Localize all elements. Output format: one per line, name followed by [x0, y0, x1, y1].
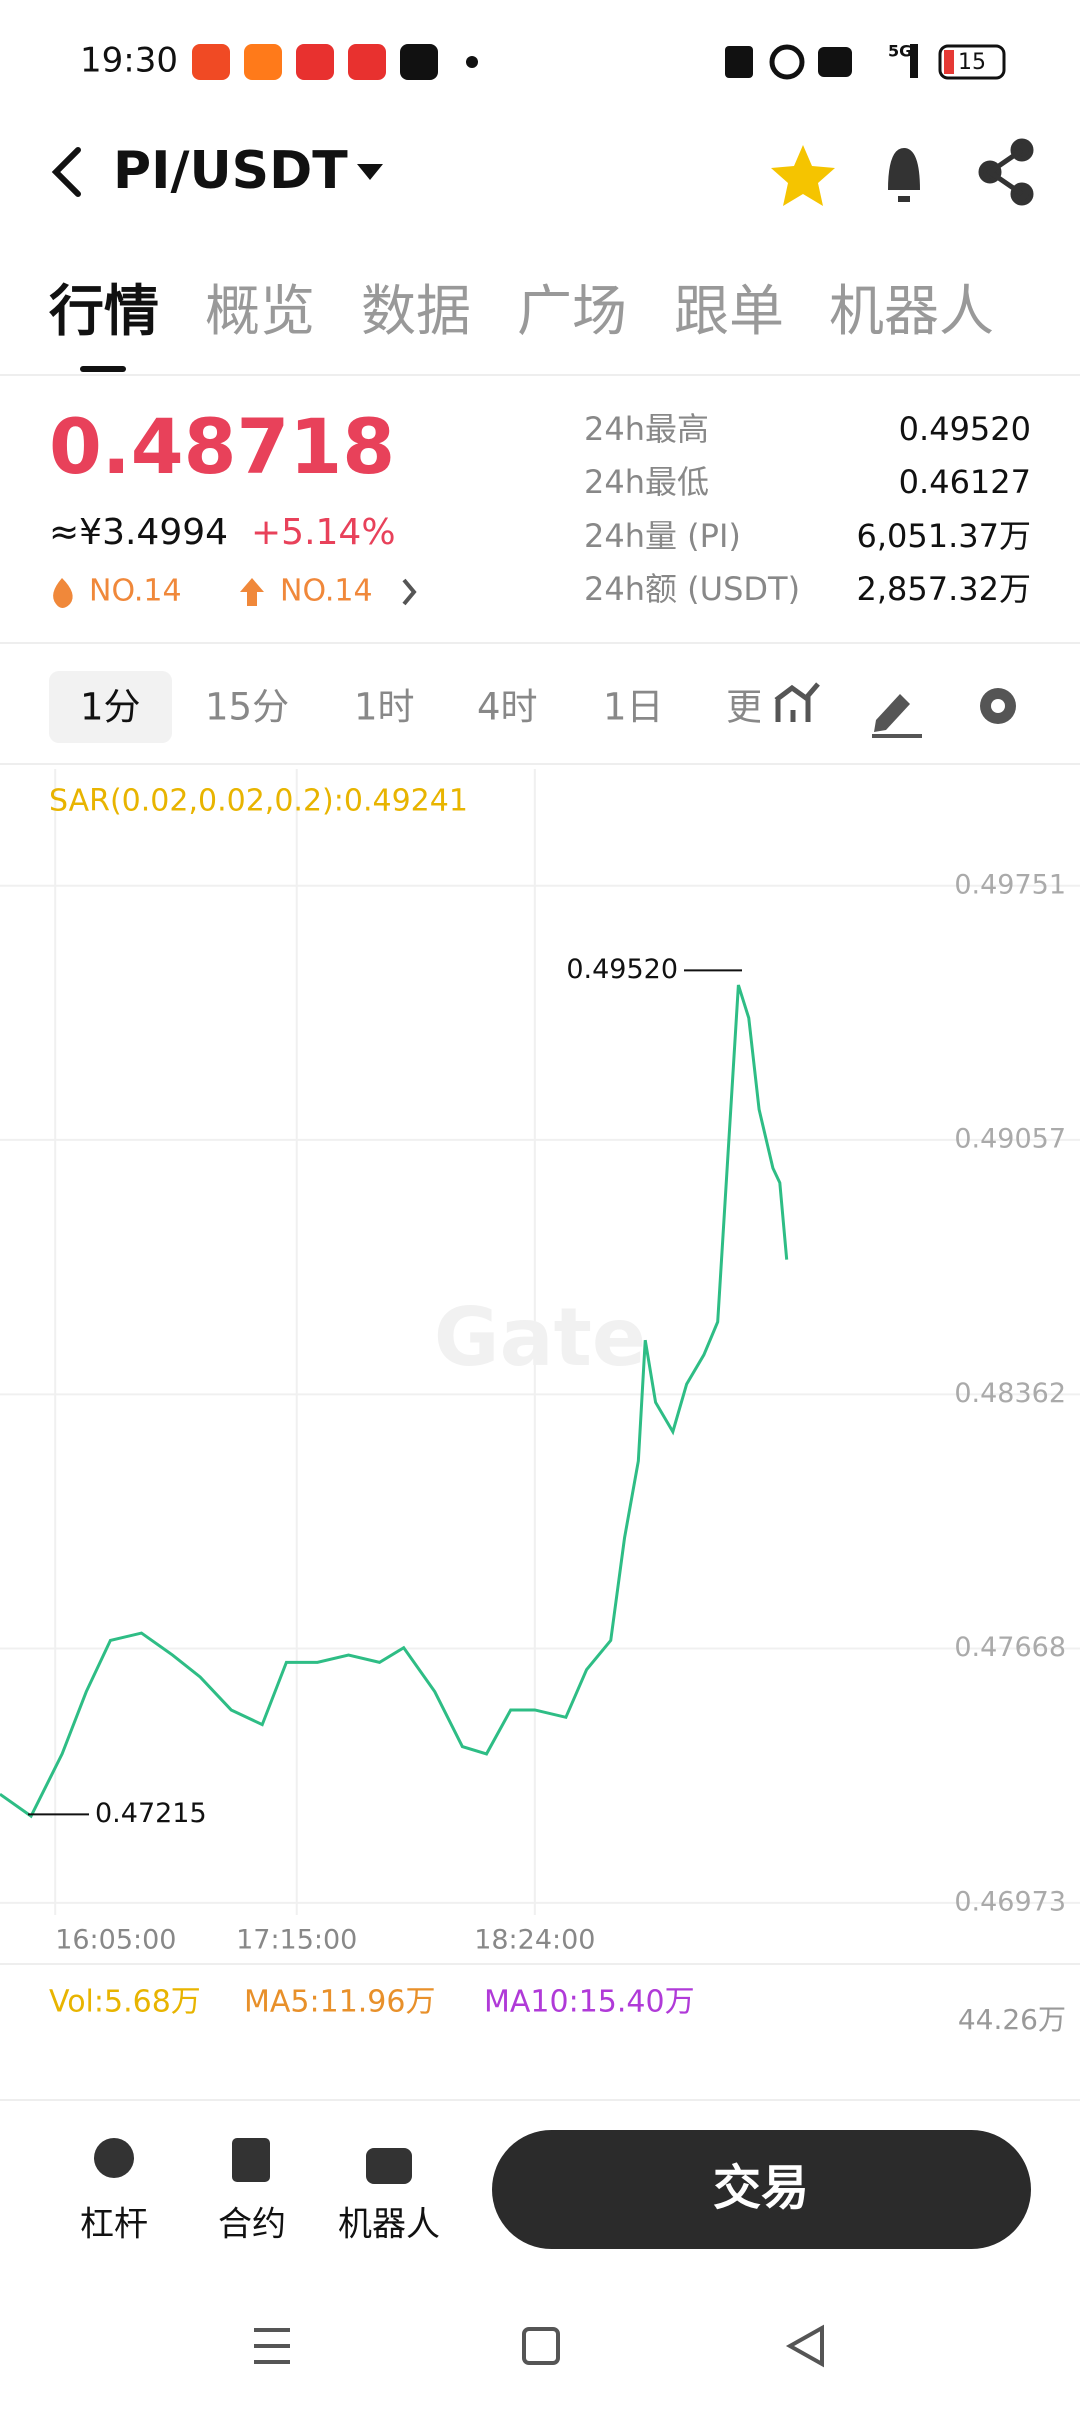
stat-value: 0.49520	[899, 410, 1031, 448]
stat-value: 6,051.37万	[856, 517, 1031, 555]
signal	[910, 44, 918, 78]
nav-label[interactable]: 机器人	[338, 2205, 440, 2245]
volume-axis-label: 44.26万	[958, 2003, 1066, 2036]
tab[interactable]: 机器人	[829, 279, 994, 343]
interval[interactable]: 1时	[354, 686, 415, 729]
alarm-icon	[769, 44, 805, 80]
menu-button[interactable]	[254, 2328, 290, 2364]
low-label: 0.47215	[95, 1798, 207, 1829]
app-icon	[296, 44, 334, 80]
rank-chevron[interactable]	[402, 578, 417, 606]
bot-icon[interactable]	[366, 2148, 412, 2184]
contract-icon[interactable]	[232, 2138, 270, 2182]
hot-rank[interactable]: NO.14	[89, 574, 182, 609]
pair-title[interactable]: PI/USDT	[113, 141, 348, 201]
dot	[466, 56, 478, 68]
margin-icon[interactable]	[94, 2138, 134, 2178]
stat-label: 24h最高	[584, 410, 709, 448]
trade-label[interactable]: 交易	[713, 2160, 809, 2216]
ma10-label: MA10:15.40万	[484, 1985, 695, 2020]
interval[interactable]: 更	[726, 686, 763, 729]
interval[interactable]: 1分	[80, 686, 141, 729]
x-tick-label: 18:24:00	[474, 1925, 595, 1956]
tab[interactable]: 行情	[49, 279, 159, 343]
high-label: 0.49520	[566, 954, 678, 985]
favorite-star[interactable]	[771, 145, 835, 206]
divider	[0, 2099, 1080, 2101]
stat-value: 0.46127	[899, 463, 1031, 501]
settings-icon[interactable]	[980, 688, 1016, 724]
share-icon[interactable]	[978, 138, 1034, 206]
tab-underline	[80, 366, 126, 372]
stat-value: 2,857.32万	[856, 570, 1031, 608]
app-icon	[400, 44, 438, 80]
y-tick-label: 0.47668	[954, 1632, 1066, 1663]
cny-price: ≈¥3.4994	[49, 512, 228, 553]
price-line	[0, 984, 789, 1819]
interval[interactable]: 1日	[603, 686, 664, 729]
gain-rank[interactable]: NO.14	[280, 574, 373, 609]
indicator-icon[interactable]	[774, 682, 820, 722]
status-time: 19:30	[80, 41, 178, 81]
y-tick-label: 0.49057	[954, 1123, 1066, 1154]
interval-selected-bg	[49, 671, 172, 743]
tab[interactable]: 广场	[517, 279, 627, 343]
stat-label: 24h量 (PI)	[584, 517, 741, 555]
tab[interactable]: 概览	[205, 279, 315, 343]
ma5-label: MA5:11.96万	[244, 1985, 435, 2020]
alert-bell[interactable]	[888, 148, 920, 202]
nav-label[interactable]: 合约	[218, 2205, 286, 2245]
divider	[0, 1963, 1080, 1965]
draw-icon[interactable]	[872, 694, 922, 738]
divider	[0, 374, 1080, 376]
tab[interactable]: 数据	[361, 279, 471, 343]
interval[interactable]: 15分	[205, 686, 289, 729]
tab[interactable]: 跟单	[674, 279, 784, 343]
divider	[0, 642, 1080, 644]
interval[interactable]: 4时	[477, 686, 538, 729]
hd-icon	[818, 47, 852, 77]
y-tick-label: 0.49751	[954, 869, 1066, 900]
stat-label: 24h额 (USDT)	[584, 570, 800, 608]
pair-dropdown[interactable]	[357, 164, 383, 180]
x-tick-label: 16:05:00	[55, 1925, 176, 1956]
back-nav-button[interactable]	[785, 2324, 824, 2368]
nfc-icon	[725, 46, 753, 78]
sar-indicator: SAR(0.02,0.02,0.2):0.49241	[49, 784, 468, 819]
gain-icon	[240, 578, 264, 606]
y-tick-label: 0.46973	[954, 1886, 1066, 1917]
battery	[938, 44, 1006, 80]
y-tick-label: 0.48362	[954, 1378, 1066, 1409]
stat-label: 24h最低	[584, 463, 709, 501]
trade-button[interactable]	[492, 2130, 1031, 2249]
home-button[interactable]	[522, 2327, 560, 2365]
watermark: Gate	[434, 1291, 646, 1384]
network: 5G	[888, 42, 912, 61]
x-tick-label: 17:15:00	[236, 1925, 357, 1956]
hot-icon	[53, 578, 73, 608]
divider	[0, 763, 1080, 765]
app-icon	[348, 44, 386, 80]
change: +5.14%	[251, 512, 396, 553]
app-icon	[192, 44, 230, 80]
last-price: 0.48718	[49, 402, 395, 491]
nav-label[interactable]: 杠杆	[80, 2205, 148, 2245]
battery-level	[944, 50, 954, 74]
back-button[interactable]	[51, 147, 81, 197]
app-icon	[244, 44, 282, 80]
battery-text: 15	[958, 50, 986, 75]
vol-label: Vol:5.68万	[49, 1985, 201, 2020]
